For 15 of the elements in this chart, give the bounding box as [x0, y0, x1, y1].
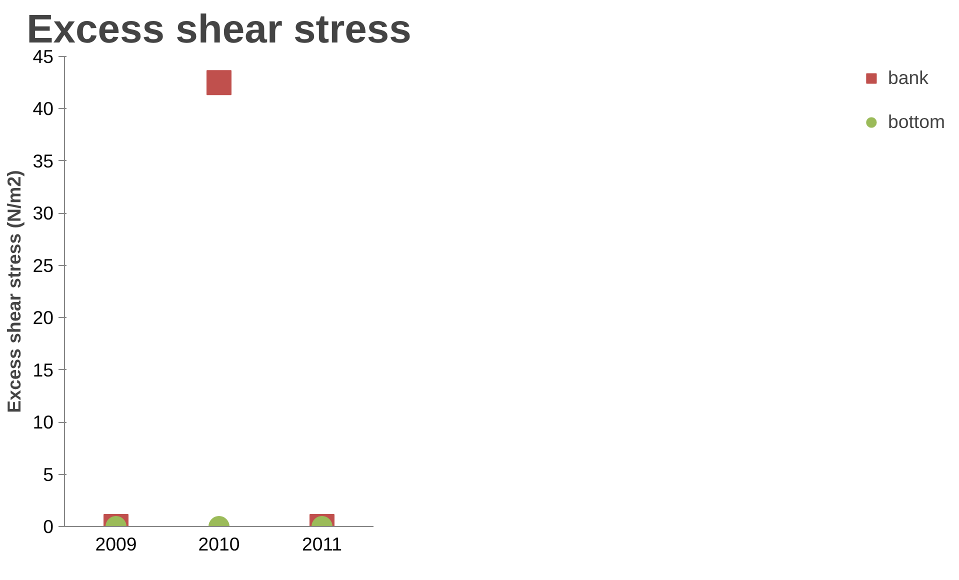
y-tick-label: 10: [32, 412, 54, 433]
y-tick-label: 25: [32, 254, 54, 276]
y-tick-label: 40: [32, 98, 54, 120]
y-axis-title: Excess shear stress (N/m2): [4, 170, 25, 413]
y-tick-label: 30: [32, 202, 54, 224]
x-tick-label: 2011: [302, 534, 342, 554]
y-tick-label: 35: [32, 150, 54, 172]
y-tick-label: 15: [32, 359, 54, 380]
x-tick-label: 2010: [198, 534, 240, 554]
y-tick-label: 20: [32, 307, 54, 328]
y-tick-label: 0: [43, 516, 54, 537]
y-tick-label: 5: [43, 464, 54, 485]
legend-label: bottom: [888, 111, 945, 133]
legend-label: bank: [888, 67, 928, 89]
x-tick-label: 2009: [95, 534, 137, 554]
